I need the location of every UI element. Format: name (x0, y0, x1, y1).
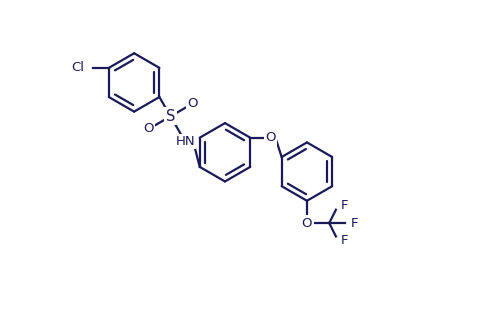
Text: O: O (187, 97, 197, 110)
Text: Cl: Cl (71, 61, 84, 74)
Text: F: F (341, 199, 348, 212)
Text: HN: HN (175, 135, 195, 148)
Text: O: O (144, 122, 154, 135)
Text: S: S (166, 109, 175, 124)
Text: O: O (302, 216, 312, 230)
Text: F: F (341, 234, 348, 247)
Text: F: F (351, 216, 359, 230)
Text: O: O (265, 131, 276, 144)
